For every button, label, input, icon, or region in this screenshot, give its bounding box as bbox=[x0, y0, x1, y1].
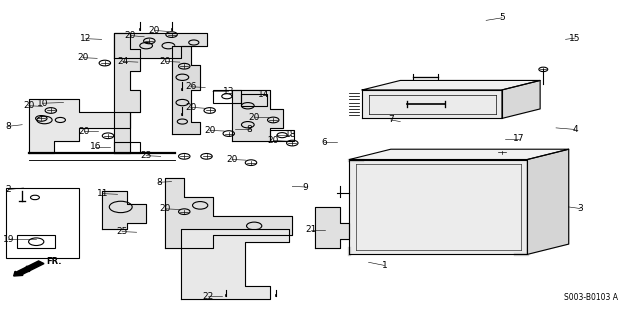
Text: 16: 16 bbox=[90, 142, 101, 151]
Polygon shape bbox=[362, 80, 540, 90]
Bar bbox=[115, 142, 140, 153]
Text: 15: 15 bbox=[570, 33, 581, 42]
Text: 17: 17 bbox=[513, 134, 525, 144]
Text: 23: 23 bbox=[140, 151, 152, 160]
Polygon shape bbox=[349, 160, 527, 254]
Text: 2: 2 bbox=[6, 185, 11, 194]
FancyArrow shape bbox=[13, 261, 44, 276]
Text: 13: 13 bbox=[223, 87, 234, 96]
Text: 11: 11 bbox=[97, 189, 109, 198]
Text: 18: 18 bbox=[285, 130, 297, 139]
Text: 21: 21 bbox=[305, 225, 316, 234]
Polygon shape bbox=[527, 149, 569, 254]
Text: 20: 20 bbox=[148, 26, 160, 35]
Polygon shape bbox=[102, 191, 146, 229]
Text: 26: 26 bbox=[185, 82, 196, 91]
Text: 8: 8 bbox=[156, 178, 162, 187]
Polygon shape bbox=[232, 90, 283, 141]
Text: 7: 7 bbox=[388, 115, 394, 124]
Text: FR.: FR. bbox=[46, 257, 62, 266]
Text: 6: 6 bbox=[321, 137, 327, 147]
Text: 4: 4 bbox=[572, 125, 578, 134]
Text: 3: 3 bbox=[577, 204, 583, 213]
Text: 20: 20 bbox=[23, 101, 35, 110]
Polygon shape bbox=[362, 90, 502, 118]
Polygon shape bbox=[115, 33, 140, 153]
Text: S003-B0103 A: S003-B0103 A bbox=[564, 293, 618, 301]
Text: 1: 1 bbox=[381, 261, 387, 270]
Text: 19: 19 bbox=[3, 235, 14, 244]
Text: 20: 20 bbox=[159, 204, 171, 213]
Text: 24: 24 bbox=[117, 57, 128, 66]
Bar bbox=[6, 188, 79, 257]
Text: 20: 20 bbox=[268, 136, 279, 145]
Bar bbox=[17, 235, 55, 248]
Text: 20: 20 bbox=[78, 127, 90, 136]
Text: 22: 22 bbox=[202, 292, 213, 300]
Text: 9: 9 bbox=[303, 182, 308, 191]
Text: 20: 20 bbox=[77, 53, 88, 62]
Text: 20: 20 bbox=[248, 113, 260, 122]
Polygon shape bbox=[172, 46, 200, 134]
Text: 12: 12 bbox=[80, 34, 92, 43]
Text: 20: 20 bbox=[125, 31, 136, 40]
Polygon shape bbox=[29, 100, 131, 153]
Polygon shape bbox=[502, 80, 540, 118]
Text: 14: 14 bbox=[258, 90, 269, 99]
Text: 20: 20 bbox=[227, 155, 237, 164]
Text: 5: 5 bbox=[499, 13, 505, 22]
Polygon shape bbox=[165, 178, 292, 248]
Text: 25: 25 bbox=[116, 227, 128, 236]
Text: 8: 8 bbox=[5, 122, 11, 131]
Bar bbox=[241, 94, 267, 106]
Text: 10: 10 bbox=[37, 99, 48, 108]
Polygon shape bbox=[115, 33, 207, 58]
Text: 20: 20 bbox=[159, 57, 171, 66]
Bar bbox=[270, 130, 294, 141]
Polygon shape bbox=[349, 149, 569, 160]
Text: 8: 8 bbox=[247, 125, 253, 134]
Text: 20: 20 bbox=[185, 103, 196, 112]
Polygon shape bbox=[181, 229, 289, 299]
Bar bbox=[213, 90, 241, 103]
Polygon shape bbox=[314, 207, 349, 248]
Text: 20: 20 bbox=[204, 126, 216, 135]
